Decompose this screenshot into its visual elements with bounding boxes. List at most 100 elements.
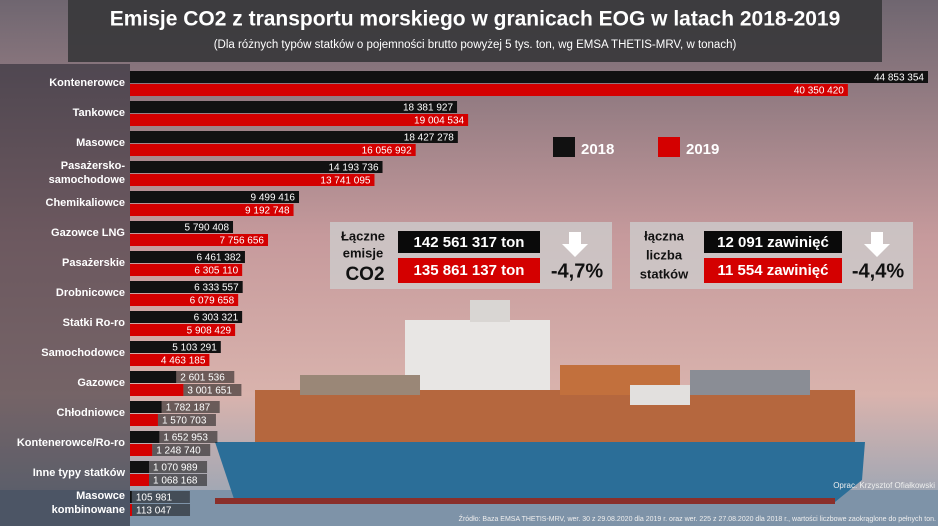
value-label: 6 079 658 (190, 296, 235, 307)
bar (130, 371, 177, 383)
value-label: 19 004 534 (414, 116, 464, 127)
bar (130, 174, 375, 186)
value-label: 6 333 557 (194, 283, 239, 294)
summary-label: łączna (644, 228, 685, 243)
bar (130, 341, 221, 353)
category-label: Chemikaliowce (46, 197, 125, 209)
bar (130, 281, 243, 293)
value-label: 5 790 408 (185, 223, 230, 234)
legend-swatch (553, 137, 575, 157)
summary-label: statków (640, 266, 689, 281)
value-label: 6 303 321 (194, 313, 239, 324)
value-label: 5 103 291 (172, 343, 217, 354)
author: Oprac. Krzysztof Ofiałkowski (833, 481, 935, 490)
label-box (149, 461, 208, 473)
legend-label: 2018 (581, 141, 614, 158)
value-label: 113 047 (136, 506, 172, 517)
value-box (398, 258, 540, 283)
value-label: 1 570 703 (162, 416, 207, 427)
value-label: 9 192 748 (245, 206, 290, 217)
bar (130, 474, 150, 486)
value-label: 44 853 354 (874, 73, 924, 84)
value-box (704, 258, 842, 283)
value-label: 5 908 429 (187, 326, 232, 337)
value-label: 105 981 (136, 493, 173, 504)
value-label: 6 461 382 (196, 253, 241, 264)
summary-label: emisje (343, 245, 383, 260)
summary-change: -4,7% (551, 260, 603, 282)
summary-label: Łączne (341, 228, 385, 243)
summary-value: 142 561 317 ton (414, 234, 525, 251)
category-label: Kontenerowce (49, 77, 125, 89)
category-label: Pasażerskie (62, 257, 125, 269)
chart-subtitle: (Dla różnych typów statków o pojemności … (214, 39, 737, 51)
label-box (159, 431, 218, 443)
value-label: 1 248 740 (156, 446, 201, 457)
ship (215, 300, 865, 504)
label-box (183, 384, 242, 396)
category-label: Inne typy statków (33, 467, 126, 479)
bar (130, 294, 239, 306)
label-box (152, 444, 211, 456)
label-strip (0, 64, 130, 526)
bar (130, 101, 458, 113)
value-label: 40 350 420 (794, 86, 844, 97)
bar (130, 221, 234, 233)
value-box (398, 231, 540, 253)
bar (130, 131, 458, 143)
value-label: 16 056 992 (362, 146, 412, 157)
label-box (131, 491, 190, 503)
category-label: Statki Ro-ro (63, 317, 126, 329)
title-box (68, 0, 882, 62)
summary-value: 11 554 zawinięć (718, 262, 829, 279)
summary-value: 12 091 zawinięć (717, 234, 829, 251)
down-arrow (864, 232, 890, 257)
bar (130, 384, 184, 396)
bar (130, 161, 383, 173)
category-label: Chłodniowce (57, 407, 125, 419)
value-label: 18 427 278 (404, 133, 454, 144)
source: Źródło: Baza EMSA THETIS-MRV, wer. 30 z … (459, 514, 936, 523)
value-label: 14 193 736 (328, 163, 378, 174)
category-label: Tankowce (73, 107, 125, 119)
category-label: Pasażersko-samochodowe (49, 160, 126, 186)
value-label: 1 068 168 (153, 476, 198, 487)
category-label: Gazowce LNG (51, 227, 125, 239)
value-label: 6 305 110 (194, 266, 238, 277)
bar (130, 234, 269, 246)
value-label: 13 741 095 (320, 176, 370, 187)
bar (130, 504, 133, 516)
value-label: 7 756 656 (220, 236, 265, 247)
value-label: 2 601 536 (180, 373, 225, 384)
value-label: 1 070 989 (153, 463, 198, 474)
category-label: Masowce kombinowane (52, 490, 125, 516)
label-box (176, 371, 235, 383)
legend-label: 2019 (686, 141, 719, 158)
bar (130, 444, 153, 456)
category-label: Gazowce (77, 377, 125, 389)
value-box (704, 231, 842, 253)
bar (130, 311, 243, 323)
label-box (132, 504, 191, 516)
summary-value: 135 861 137 ton (414, 262, 525, 279)
value-label: 9 499 416 (251, 193, 296, 204)
bar (130, 491, 132, 503)
bar (130, 144, 416, 156)
label-box (157, 414, 216, 426)
bar (130, 461, 150, 473)
label-box (149, 474, 208, 486)
value-label: 1 652 953 (163, 433, 208, 444)
bar (130, 114, 469, 126)
bar (130, 401, 162, 413)
value-label: 3 001 651 (187, 386, 232, 397)
chart-title: Emisje CO2 z transportu morskiego w gran… (110, 8, 841, 31)
down-arrow (562, 232, 588, 257)
value-label: 18 381 927 (403, 103, 453, 114)
summary-change: -4,4% (852, 260, 904, 282)
category-label: Masowce (76, 137, 125, 149)
bar (130, 71, 928, 83)
category-label: Drobnicowce (56, 287, 125, 299)
bar (130, 414, 158, 426)
